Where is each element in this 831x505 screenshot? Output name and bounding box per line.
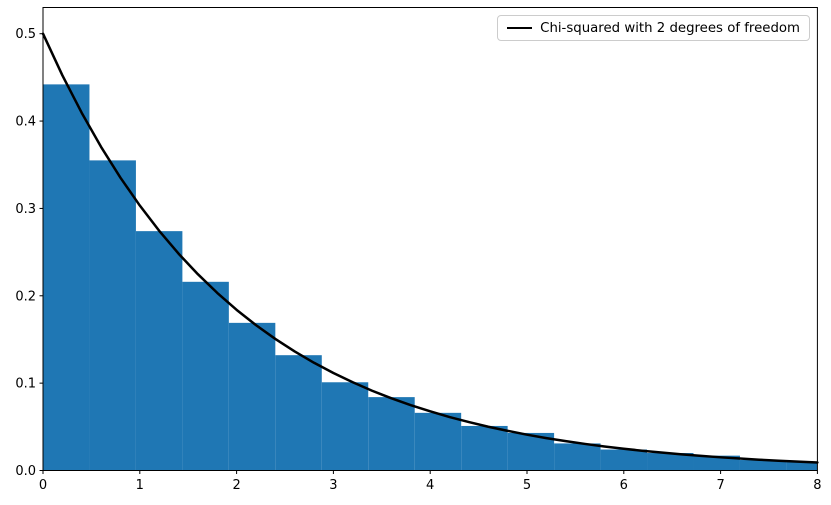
histogram-bar: [228, 322, 276, 471]
x-tick-label: 0: [39, 478, 47, 493]
x-tick-label: 8: [813, 478, 821, 493]
histogram-bar: [89, 160, 136, 471]
histogram-bar: [647, 453, 694, 471]
histogram-bar: [135, 231, 183, 471]
y-tick-label: 0.0: [15, 464, 36, 479]
y-tick-label: 0.3: [15, 202, 36, 217]
histogram-bar: [786, 461, 818, 471]
x-tick-label: 1: [136, 478, 144, 493]
x-tick-label: 3: [329, 478, 337, 493]
x-tick-label: 4: [426, 478, 434, 493]
legend-label: Chi-squared with 2 degrees of freedom: [540, 20, 800, 36]
histogram-bar: [739, 460, 787, 471]
x-tick-label: 2: [232, 478, 240, 493]
histogram-bar: [461, 425, 508, 471]
histogram-bar: [693, 455, 740, 471]
histogram-bar: [43, 84, 90, 471]
histogram-bar: [321, 382, 369, 471]
y-tick-label: 0.2: [15, 289, 36, 304]
histogram-bar: [368, 397, 415, 471]
histogram-bar: [182, 281, 229, 471]
legend: Chi-squared with 2 degrees of freedom: [497, 15, 810, 41]
histogram-bar: [554, 443, 601, 471]
pdf-curve: [41, 32, 819, 464]
histogram-bar: [600, 449, 648, 471]
histogram-bar: [414, 412, 462, 471]
y-tick-label: 0.4: [15, 115, 36, 130]
y-tick-label: 0.1: [15, 377, 36, 392]
legend-line-sample: [507, 27, 533, 29]
x-tick-label: 5: [523, 478, 531, 493]
x-tick-label: 6: [620, 478, 628, 493]
histogram-bar: [275, 355, 322, 471]
x-tick-label: 7: [716, 478, 724, 493]
y-tick-label: 0.5: [15, 27, 36, 42]
